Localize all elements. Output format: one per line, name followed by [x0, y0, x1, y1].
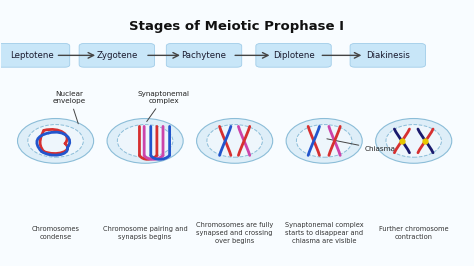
- Ellipse shape: [107, 119, 183, 163]
- Text: Pachytene: Pachytene: [182, 51, 227, 60]
- Ellipse shape: [28, 124, 83, 157]
- Ellipse shape: [197, 119, 273, 163]
- Text: Further chromosome
contraction: Further chromosome contraction: [379, 226, 448, 240]
- Text: Chromosomes are fully
synapsed and crossing
over begins: Chromosomes are fully synapsed and cross…: [196, 222, 273, 244]
- Ellipse shape: [386, 124, 441, 157]
- FancyBboxPatch shape: [256, 44, 331, 67]
- Text: Synaptonemal complex
starts to disappear and
chiasma are visible: Synaptonemal complex starts to disappear…: [285, 222, 364, 244]
- FancyBboxPatch shape: [0, 44, 70, 67]
- Ellipse shape: [118, 124, 173, 157]
- Ellipse shape: [207, 124, 263, 157]
- FancyBboxPatch shape: [79, 44, 155, 67]
- Text: Leptotene: Leptotene: [10, 51, 54, 60]
- Text: Diakinesis: Diakinesis: [366, 51, 410, 60]
- Text: Chromosome pairing and
synapsis begins: Chromosome pairing and synapsis begins: [103, 226, 188, 240]
- Text: Stages of Meiotic Prophase I: Stages of Meiotic Prophase I: [129, 20, 345, 33]
- Ellipse shape: [376, 119, 452, 163]
- Text: Diplotene: Diplotene: [273, 51, 314, 60]
- Ellipse shape: [286, 119, 362, 163]
- FancyBboxPatch shape: [350, 44, 426, 67]
- Text: Chiasma: Chiasma: [327, 139, 395, 152]
- Ellipse shape: [296, 124, 352, 157]
- Text: Nuclear
envelope: Nuclear envelope: [53, 91, 86, 124]
- FancyBboxPatch shape: [166, 44, 242, 67]
- Text: Synaptonemal
complex: Synaptonemal complex: [138, 91, 190, 122]
- Text: Chromosomes
condense: Chromosomes condense: [32, 226, 80, 240]
- Text: Zygotene: Zygotene: [96, 51, 137, 60]
- Ellipse shape: [18, 119, 94, 163]
